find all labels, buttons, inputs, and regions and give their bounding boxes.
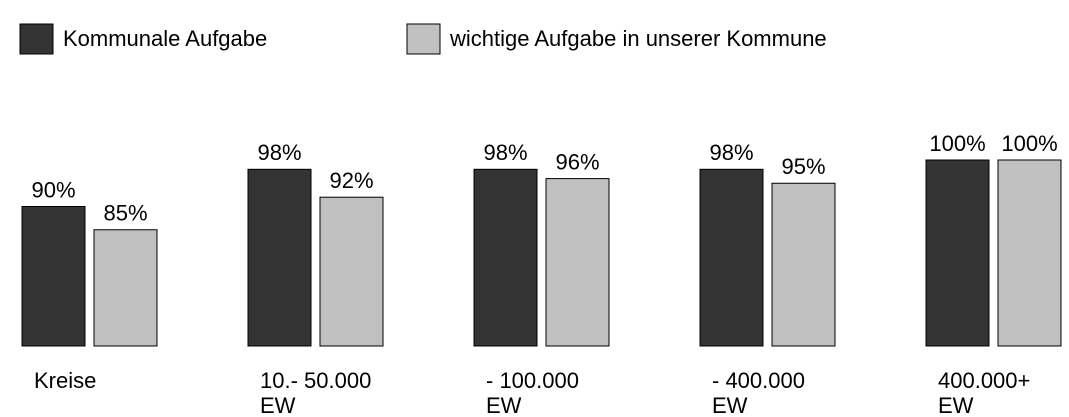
bar: [699, 168, 764, 347]
value-label: 90%: [31, 177, 75, 202]
bar: [473, 168, 538, 347]
x-tick-label: 10.- 50.000 EW: [260, 368, 372, 417]
bar: [925, 159, 990, 347]
value-label: 85%: [103, 201, 147, 226]
bar: [545, 178, 610, 347]
value-label: 96%: [555, 149, 599, 174]
x-tick-label: - 100.000 EW: [486, 368, 579, 417]
legend-swatch: [19, 23, 54, 55]
legend-label: Kommunale Aufgabe: [63, 26, 267, 51]
x-tick-label: Kreise: [34, 368, 97, 393]
legend-swatch: [406, 23, 441, 55]
legend-label: wichtige Aufgabe in unserer Kommune: [449, 26, 827, 51]
bar: [319, 196, 384, 347]
value-label: 95%: [781, 154, 825, 179]
bar: [21, 206, 86, 347]
value-label: 98%: [257, 140, 301, 165]
value-label: 92%: [329, 168, 373, 193]
x-tick-label: - 400.000 EW: [712, 368, 805, 417]
value-label: 100%: [929, 131, 985, 156]
x-tick-label: 400.000+ EW: [938, 368, 1031, 417]
bar: [771, 182, 836, 347]
bar: [997, 159, 1062, 347]
value-label: 100%: [1001, 131, 1057, 156]
bar: [93, 229, 158, 347]
value-label: 98%: [709, 140, 753, 165]
bar: [247, 168, 312, 347]
value-label: 98%: [483, 140, 527, 165]
